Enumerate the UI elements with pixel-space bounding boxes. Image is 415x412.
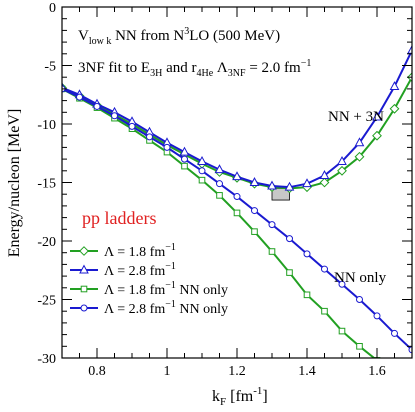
series-1-point: [389, 103, 400, 114]
series-3-point: [181, 162, 188, 170]
series-1-point: [319, 177, 330, 188]
series-4-point: [286, 235, 293, 243]
series-4-point: [181, 155, 188, 163]
series-4-point: [321, 265, 328, 273]
legend-item: Λ = 2.8 fm−1: [70, 261, 176, 279]
series-4-point: [338, 280, 346, 288]
legend-item: Λ = 1.8 fm−1: [70, 242, 176, 260]
legend-label: Λ = 1.8 fm−1: [104, 242, 176, 260]
series-4-point: [303, 250, 311, 258]
y-tick-label: -10: [37, 118, 56, 133]
legend-marker: [79, 264, 89, 274]
series-2-point: [302, 178, 312, 188]
legend-title: pp ladders: [82, 208, 156, 228]
series-3-point: [198, 176, 206, 184]
legend-marker: [80, 285, 88, 293]
y-tick-label: 0: [49, 1, 56, 16]
legend: Λ = 1.8 fm−1Λ = 2.8 fm−1Λ = 1.8 fm−1 NN …: [70, 242, 228, 317]
x-tick-label: 1.6: [368, 364, 386, 379]
series-2-point: [284, 181, 295, 191]
annotation-line1: Vlow k NN from N3LO (500 MeV): [78, 26, 280, 47]
annotation-line2: 3NF fit to E3H and r4He Λ3NF = 2.0 fm−1: [78, 58, 311, 79]
series-2-point: [214, 164, 225, 174]
legend-item: Λ = 2.8 fm−1 NN only: [70, 299, 228, 317]
legend-label: Λ = 2.8 fm−1 NN only: [104, 299, 228, 317]
series-3-point: [338, 327, 346, 335]
series-4-point: [268, 221, 276, 229]
series-2-point: [354, 137, 365, 147]
series-4-point: [93, 102, 101, 110]
series-2-point: [389, 81, 400, 91]
axis-layer: 0.8 1 1.2 1.4 1.6 0 -5 -10 -15 -20 -25 -30: [37, 1, 413, 379]
series-2-point: [337, 155, 347, 165]
series-4-point: [198, 167, 206, 175]
series-4-point: [128, 122, 136, 130]
series-4-point: [408, 346, 412, 354]
y-tick-label: -25: [37, 294, 56, 309]
series-4-point: [146, 133, 153, 141]
series-3-point: [321, 307, 328, 315]
series-2-point: [197, 155, 207, 165]
y-axis-label: Energy/nucleon [MeV]: [6, 109, 23, 258]
series-4-point: [356, 296, 363, 303]
x-tick-label: 1.2: [228, 364, 246, 379]
x-tick-label: 1: [164, 364, 171, 379]
series-4-point: [391, 329, 398, 337]
series-2-point: [267, 180, 277, 190]
series-1-point: [337, 165, 347, 176]
annotation-nn3n: NN + 3N: [328, 109, 384, 125]
series-4-point: [76, 93, 83, 101]
y-tick-label: -15: [37, 177, 56, 192]
y-tick-label: -30: [37, 352, 56, 367]
series-3-point: [233, 209, 241, 217]
legend-item: Λ = 1.8 fm−1 NN only: [70, 280, 228, 298]
series-4-point: [111, 112, 118, 120]
series-2-point: [319, 170, 330, 179]
y-tick-label: -20: [37, 235, 56, 250]
series-1-point: [354, 151, 365, 162]
series-3-point: [216, 192, 223, 199]
series-3-point: [303, 291, 311, 299]
y-tick-label: -5: [44, 60, 56, 75]
series-2-point: [407, 44, 412, 54]
x-axis-label: kF [fm-1]: [212, 385, 268, 408]
series-4-point: [373, 312, 381, 320]
series-2-point: [249, 177, 260, 186]
series-3-point: [286, 269, 293, 276]
series-3-point: [251, 228, 258, 235]
x-tick-label: 1.4: [298, 364, 316, 379]
legend-label: Λ = 2.8 fm−1: [104, 261, 176, 279]
series-4-point: [233, 193, 241, 201]
series-3-point: [356, 343, 363, 350]
series-4-point: [163, 143, 171, 151]
series-3-point: [268, 248, 276, 255]
series-3-point: [392, 369, 398, 375]
series-2-point: [179, 146, 190, 156]
series-1-point: [372, 130, 382, 141]
series-2-point: [372, 111, 382, 121]
series-4-point: [216, 180, 223, 188]
legend-marker: [79, 246, 89, 256]
annotation-nn-only: NN only: [334, 270, 387, 286]
series-4-point: [251, 207, 258, 215]
legend-marker: [80, 304, 88, 312]
x-tick-label: 0.8: [88, 364, 106, 379]
series-layer: [62, 44, 412, 375]
legend-label: Λ = 1.8 fm−1 NN only: [104, 280, 228, 298]
series-3: [62, 85, 398, 375]
series-2-point: [232, 171, 242, 181]
